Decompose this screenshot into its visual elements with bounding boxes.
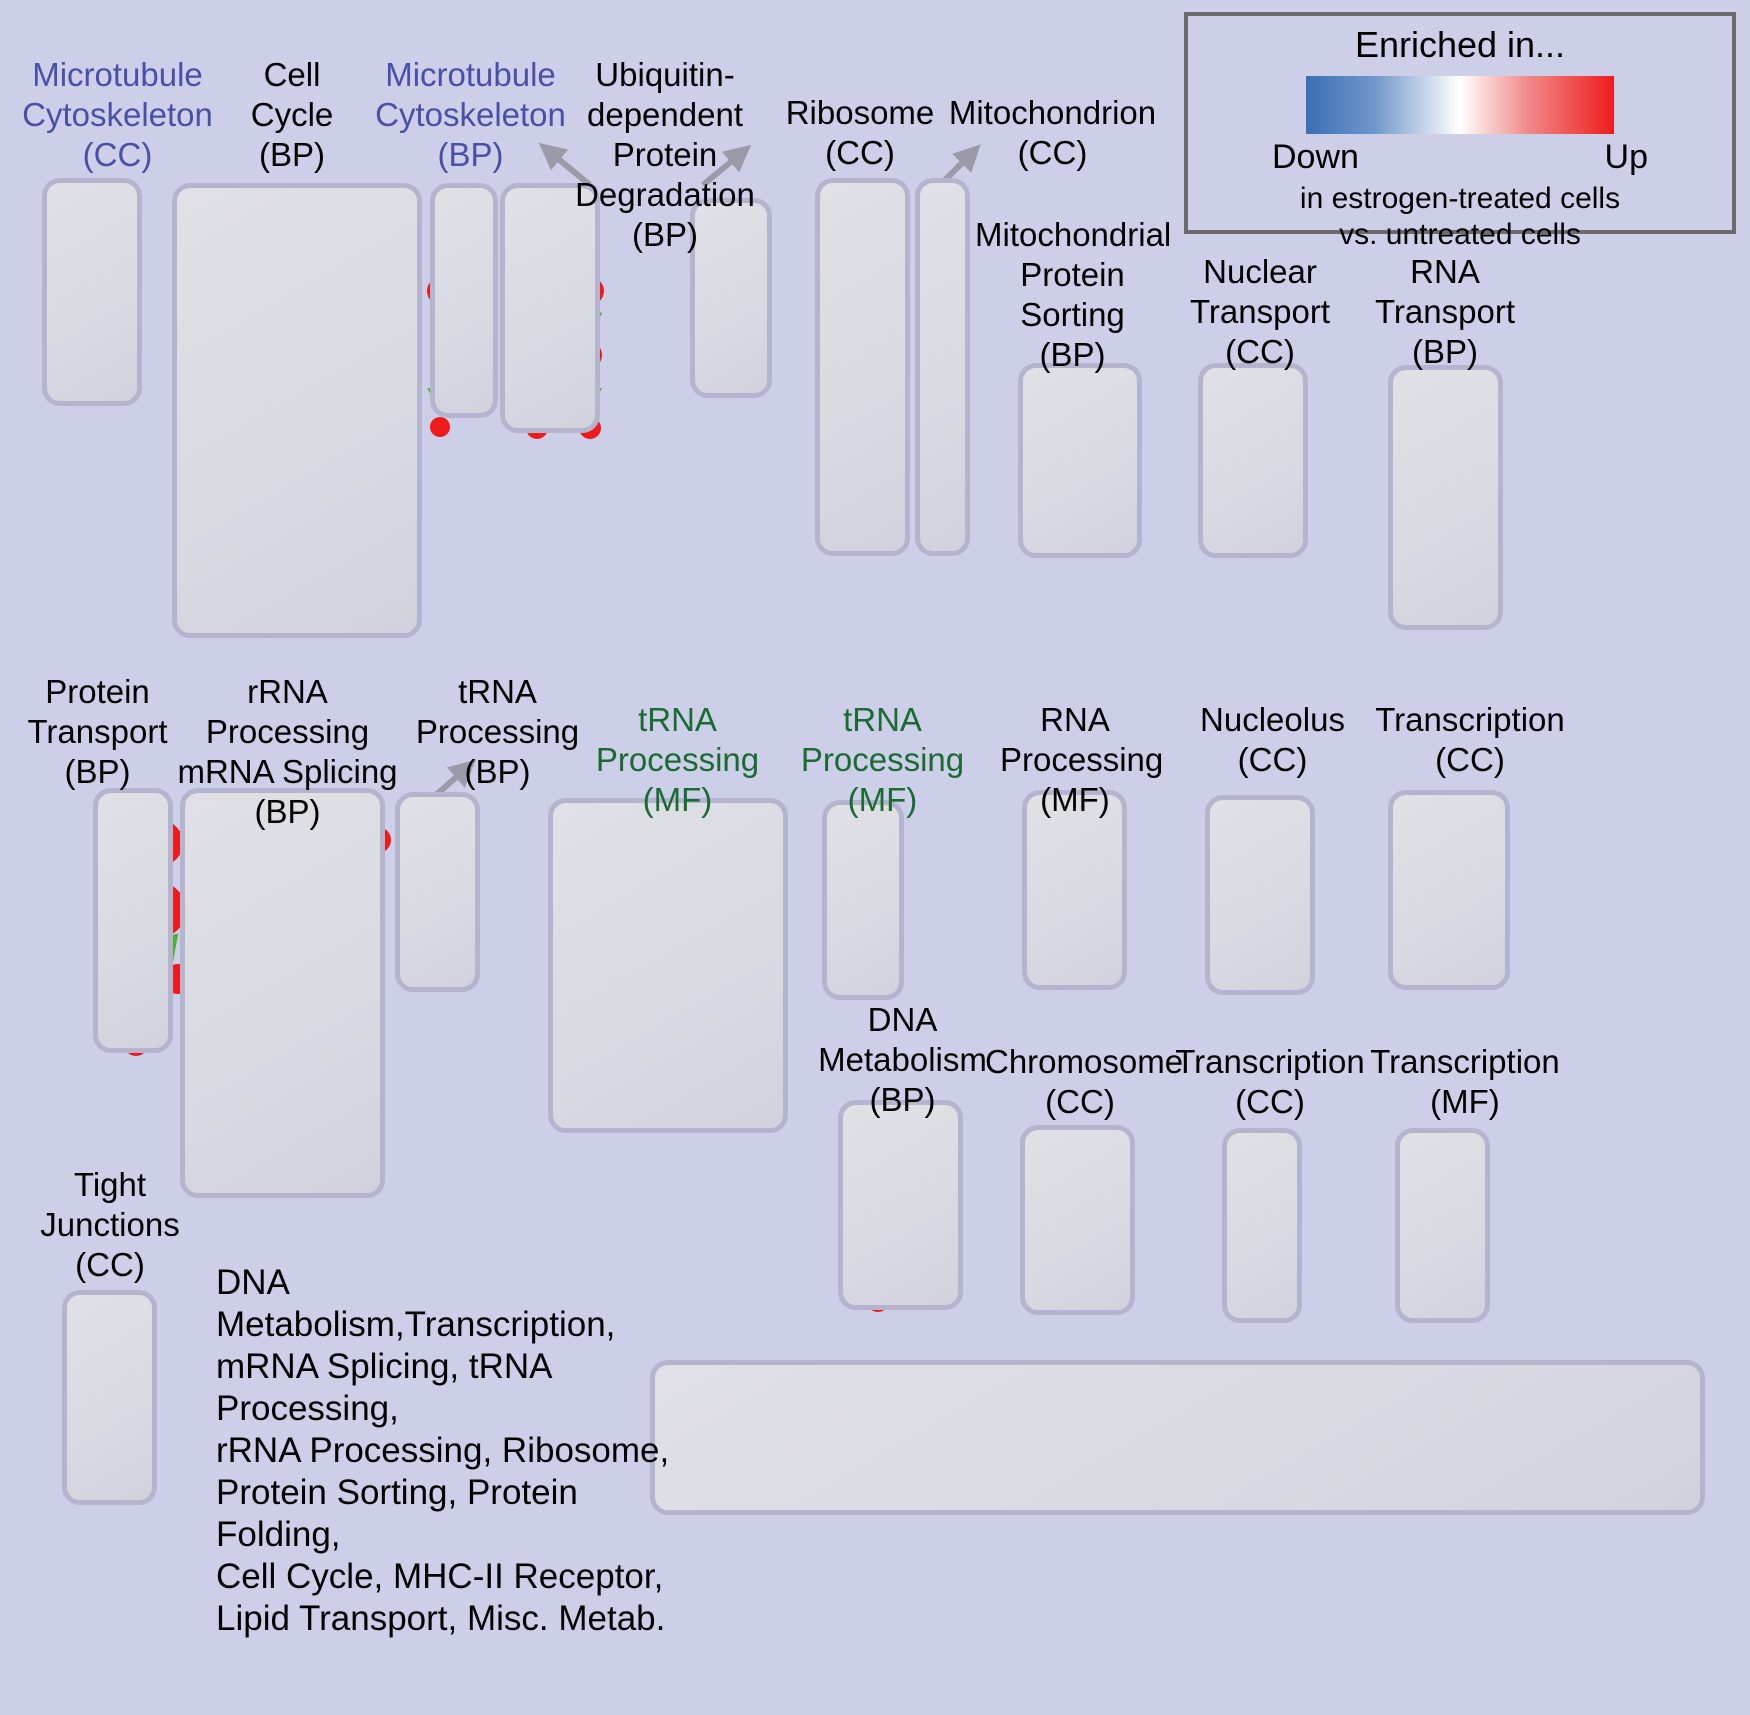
cluster-label-ubiquitin-dependent-protein-degradation-bp: Ubiquitin- dependent Protein Degradation… xyxy=(575,56,755,253)
cluster-label-microtubule-cytoskeleton-bp: Microtubule Cytoskeleton (BP) xyxy=(375,56,566,173)
cluster-label-protein-transport-bp: Protein Transport (BP) xyxy=(27,673,168,790)
cluster-box xyxy=(1018,363,1142,558)
cluster-label-rrna-processing-mrna-splicing-bp: rRNA Processing mRNA Splicing (BP) xyxy=(177,673,398,830)
legend-low-label: Down xyxy=(1272,138,1359,176)
cluster-label-transcription-mf: Transcription (MF) xyxy=(1370,1043,1560,1120)
cluster-label-trna-processing-bp: tRNA Processing (BP) xyxy=(415,673,580,790)
cluster-box xyxy=(815,178,910,556)
cluster-label-transcription-cc-right: Transcription (CC) xyxy=(1375,701,1565,778)
cluster-box xyxy=(395,792,480,992)
legend-color-bar xyxy=(1306,76,1614,134)
misc-cluster-text: DNA Metabolism,Transcription, mRNA Splic… xyxy=(216,1263,670,1638)
cluster-box xyxy=(1198,363,1308,558)
cluster-box xyxy=(42,178,142,406)
legend-panel: Enriched in... Down Up in estrogen-treat… xyxy=(1184,12,1736,251)
cluster-box xyxy=(500,183,600,433)
cluster-label-chromosome-cc: Chromosome (CC) xyxy=(985,1043,1184,1120)
cluster-box xyxy=(838,1100,963,1310)
legend-title: Enriched in... xyxy=(1354,24,1566,65)
cluster-label-transcription-cc: Transcription (CC) xyxy=(1175,1043,1365,1120)
cluster-box xyxy=(180,788,385,1198)
cluster-box xyxy=(822,800,904,1000)
cluster-box xyxy=(172,183,422,638)
cluster-label-mitochondrial-protein-sorting-bp: Mitochondrial Protein Sorting (BP) xyxy=(975,216,1172,373)
cluster-label-rna-transport-bp: RNA Transport (BP) xyxy=(1375,253,1515,370)
cluster-box xyxy=(1205,795,1315,995)
go-term-node[interactable] xyxy=(430,417,450,437)
cluster-box xyxy=(1020,1125,1135,1315)
cluster-box xyxy=(1388,365,1503,630)
cluster-label-dna-metabolism-bp: DNA Metabolism (BP) xyxy=(818,1001,987,1118)
cluster-box xyxy=(690,198,772,398)
cluster-box xyxy=(1222,1128,1302,1323)
cluster-label-cell-cycle-bp: Cell Cycle (BP) xyxy=(250,56,334,173)
legend-high-label: Up xyxy=(1604,138,1648,176)
cluster-label-trna-processing-mf-1: tRNA Processing (MF) xyxy=(595,701,760,818)
cluster-box xyxy=(93,788,173,1053)
cluster-label-trna-processing-mf-2: tRNA Processing (MF) xyxy=(800,701,965,818)
cluster-box xyxy=(1395,1128,1490,1323)
cluster-box xyxy=(62,1290,157,1505)
cluster-label-rna-processing-mf: RNA Processing (MF) xyxy=(1000,701,1164,818)
cluster-box xyxy=(650,1360,1705,1515)
cluster-box xyxy=(915,178,970,556)
cluster-label-microtubule-cytoskeleton-cc: Microtubule Cytoskeleton (CC) xyxy=(22,56,213,173)
cluster-label-tight-junctions-cc: Tight Junctions (CC) xyxy=(40,1166,180,1283)
cluster-box xyxy=(1388,790,1510,990)
legend-subtitle: in estrogen-treated cells vs. untreated … xyxy=(1299,182,1621,251)
cluster-box xyxy=(430,183,498,418)
cluster-label-ribosome-cc: Ribosome (CC) xyxy=(785,94,935,171)
cluster-label-mitochondrion-cc: Mitochondrion (CC) xyxy=(948,94,1157,171)
cluster-label-nucleolus-cc: Nucleolus (CC) xyxy=(1200,701,1345,778)
cluster-label-nuclear-transport-cc: Nuclear Transport (CC) xyxy=(1190,253,1330,370)
cluster-box xyxy=(1022,790,1127,990)
cluster-box xyxy=(548,798,788,1133)
